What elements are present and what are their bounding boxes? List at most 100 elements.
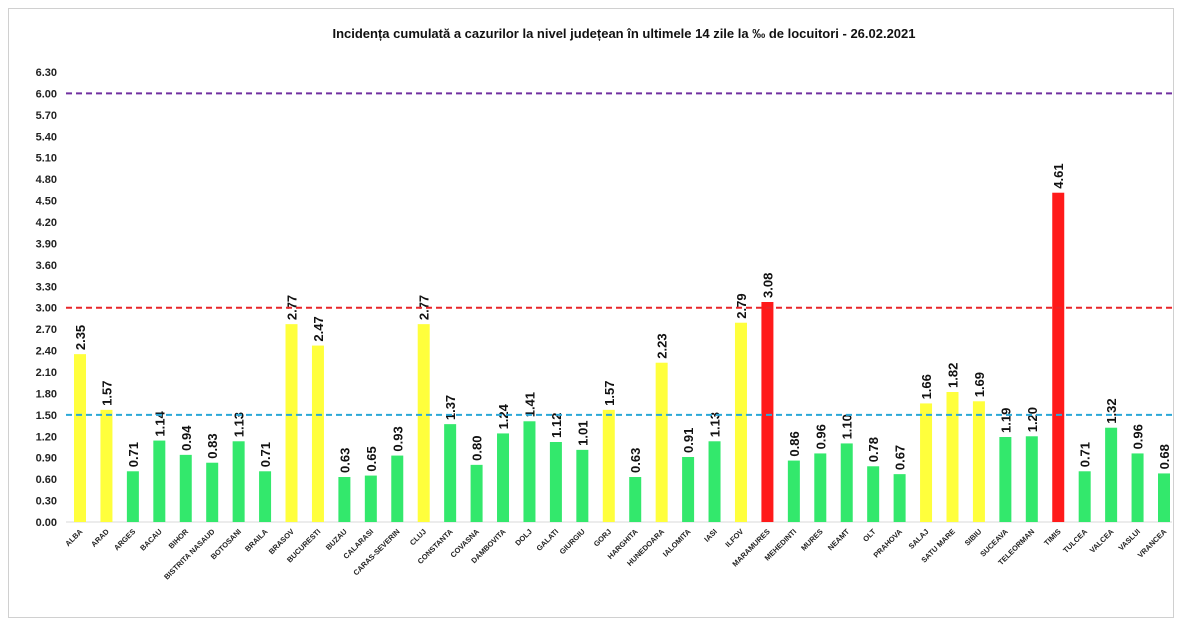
data-label: 2.35 (73, 325, 88, 350)
bar-bihor (179, 454, 192, 522)
data-label: 0.71 (258, 442, 273, 467)
data-label: 1.32 (1104, 398, 1119, 423)
bar-ilfov (734, 322, 747, 522)
bar-bacau (153, 440, 166, 522)
bar-suceava (999, 437, 1012, 522)
data-label: 0.91 (681, 428, 696, 453)
bar-galati (549, 442, 562, 522)
data-label: 1.01 (575, 421, 590, 446)
x-tick-label: TIMIS (1042, 527, 1063, 548)
y-tick-label: 6.30 (36, 67, 57, 79)
bar-braila (259, 471, 272, 522)
y-tick-label: 2.70 (36, 324, 57, 336)
bar-constanta (444, 424, 457, 522)
data-label: 1.13 (232, 412, 247, 437)
bar-dolj (523, 421, 536, 522)
data-label: 0.83 (205, 433, 220, 458)
bar-dambovita (497, 433, 510, 522)
bar-buzau (338, 477, 351, 522)
x-tick-label: CLUJ (408, 527, 428, 547)
x-tick-label: DOLJ (513, 527, 534, 548)
data-label: 0.67 (893, 445, 908, 470)
bar-mehedinti (787, 460, 800, 522)
x-tick-label: GIURGIU (558, 527, 587, 556)
bar-prahova (893, 474, 906, 522)
bar-giurgiu (576, 449, 589, 522)
y-tick-label: 5.10 (36, 153, 57, 165)
data-label: 1.57 (602, 381, 617, 406)
x-tick-label: OLT (861, 527, 878, 544)
data-label: 0.71 (1078, 442, 1093, 467)
data-label: 2.23 (655, 333, 670, 358)
data-label: 1.10 (840, 414, 855, 439)
bar-gorj (602, 409, 615, 522)
x-tick-label: TULCEA (1061, 527, 1089, 555)
y-tick-label: 1.20 (36, 431, 57, 443)
bar-maramures (761, 302, 774, 522)
y-tick-label: 1.50 (36, 410, 57, 422)
data-label: 0.71 (126, 442, 141, 467)
bar-hunedoara (655, 362, 668, 522)
y-tick-label: 3.60 (36, 260, 57, 272)
bar-iasi (708, 441, 721, 522)
data-label: 0.93 (390, 426, 405, 451)
x-tick-label: ARAD (89, 527, 111, 549)
bar-harghita (629, 477, 642, 522)
x-tick-label: CARAS-SEVERIN (351, 527, 401, 577)
data-label: 1.24 (496, 403, 511, 429)
y-tick-label: 3.00 (36, 303, 57, 315)
x-tick-label: ARGES (112, 527, 137, 552)
x-tick-label: ILFOV (723, 527, 745, 549)
x-tick-label: PRAHOVA (872, 527, 905, 560)
data-label: 2.47 (311, 316, 326, 341)
bar-bistrita-nasaud (206, 462, 219, 522)
bar-vaslui (1131, 453, 1144, 522)
bar-covasna (470, 464, 483, 522)
bar-mures (814, 453, 827, 522)
bar-ialomita (682, 457, 695, 522)
y-tick-label: 0.30 (36, 496, 57, 508)
data-label: 3.08 (760, 273, 775, 298)
y-tick-label: 4.80 (36, 174, 57, 186)
y-tick-label: 2.10 (36, 367, 57, 379)
data-label: 1.66 (919, 374, 934, 399)
y-tick-label: 1.80 (36, 388, 57, 400)
data-label: 1.57 (99, 381, 114, 406)
x-tick-label: MURES (799, 527, 825, 553)
y-tick-label: 4.20 (36, 217, 57, 229)
data-label: 1.12 (549, 413, 564, 438)
bar-alba (74, 354, 86, 522)
data-label: 0.96 (813, 424, 828, 449)
bar-teleorman (1025, 436, 1038, 522)
data-label: 4.61 (1051, 163, 1066, 188)
x-tick-label: GORJ (592, 527, 613, 548)
y-tick-label: 5.40 (36, 131, 57, 143)
bar-cluj (417, 324, 430, 522)
data-label: 0.86 (787, 431, 802, 456)
x-tick-label: BUZAU (324, 527, 349, 552)
y-tick-label: 3.30 (36, 281, 57, 293)
x-tick-label: NEAMT (826, 527, 852, 553)
bar-vrancea (1158, 473, 1170, 522)
data-label: 1.19 (998, 408, 1013, 433)
data-label: 1.20 (1025, 407, 1040, 432)
x-tick-label: VALCEA (1088, 527, 1116, 555)
y-tick-label: 0.00 (36, 517, 57, 529)
y-tick-label: 3.90 (36, 238, 57, 250)
data-label: 1.41 (522, 392, 537, 417)
data-label: 0.63 (337, 448, 352, 473)
bar-neamt (840, 443, 853, 522)
bar-sibiu (972, 401, 985, 522)
y-tick-label: 5.70 (36, 110, 57, 122)
bar-timis (1052, 192, 1065, 522)
bar-bucuresti (311, 345, 324, 522)
bar-salaj (920, 403, 933, 522)
bar-valcea (1105, 427, 1118, 522)
data-label: 2.79 (734, 293, 749, 318)
bar-arges (126, 471, 139, 522)
bar-caras-severin (391, 455, 404, 522)
chart-title: Incidența cumulată a cazurilor la nivel … (332, 26, 915, 41)
bar-olt (867, 466, 880, 522)
data-label: 0.65 (364, 446, 379, 471)
